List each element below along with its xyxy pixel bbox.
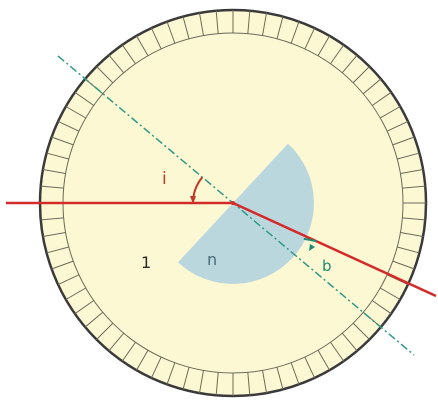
normal-line — [57, 55, 415, 356]
scale-tick — [182, 367, 190, 390]
scale-tick — [198, 12, 204, 36]
scale-tick — [371, 300, 392, 315]
scale-tick — [65, 287, 87, 300]
scale-tick — [400, 232, 424, 238]
outside-index-label: 1 — [141, 253, 151, 272]
scale-tick — [317, 35, 330, 57]
scale-tick — [46, 152, 69, 160]
scale-tick — [304, 356, 316, 379]
scale-tick — [371, 91, 392, 106]
scale-tick — [96, 66, 114, 84]
scale-tick — [330, 341, 345, 362]
scale-tick — [386, 120, 409, 132]
scale-tick — [379, 287, 401, 300]
scale-tick — [304, 27, 316, 50]
refracted-ray — [232, 201, 437, 298]
refraction-angle-arc — [303, 237, 317, 243]
scale-tick — [96, 322, 114, 340]
scale-tick — [84, 311, 104, 328]
incidence-angle-label: i — [162, 169, 167, 189]
scale-tick — [65, 106, 87, 119]
scale-tick — [352, 66, 370, 84]
scale-tick — [42, 168, 66, 174]
scale-tick — [40, 217, 64, 221]
scale-tick — [400, 168, 424, 174]
scale-tick — [121, 44, 136, 65]
incidence-arrow-icon — [190, 196, 196, 204]
scale-tick — [392, 136, 415, 146]
scale-tick — [57, 274, 80, 286]
lens-index-label: n — [207, 250, 217, 269]
scale-tick — [51, 260, 74, 270]
scale-tick — [290, 21, 300, 44]
refraction-angle-label: b — [322, 257, 332, 275]
scale-tick — [397, 152, 420, 160]
scale-tick — [247, 372, 251, 396]
scale-tick — [290, 362, 300, 385]
scale-tick — [392, 260, 415, 270]
scale-tick — [262, 12, 268, 36]
scale-tick — [276, 16, 284, 39]
scale-tick — [352, 322, 370, 340]
scale-tick — [341, 54, 358, 74]
scale-tick — [215, 10, 219, 34]
scale-tick — [57, 120, 80, 132]
scale-tick — [166, 362, 176, 385]
scale-tick — [341, 332, 358, 352]
scale-tick — [330, 44, 345, 65]
scale-tick — [150, 27, 162, 50]
scale-tick — [182, 16, 190, 39]
scale-tick — [262, 370, 268, 394]
scale-tick — [402, 185, 426, 189]
center-point — [231, 201, 235, 205]
scale-tick — [121, 341, 136, 362]
scale-tick — [379, 106, 401, 119]
scale-tick — [276, 367, 284, 390]
scale-tick — [136, 349, 149, 371]
scale-tick — [74, 91, 95, 106]
scale-tick — [166, 21, 176, 44]
scale-tick — [317, 349, 330, 371]
refraction-arrow-icon — [309, 244, 315, 251]
scale-tick — [46, 246, 69, 254]
scale-tick — [74, 300, 95, 315]
scale-tick — [40, 185, 64, 189]
scale-tick — [108, 332, 125, 352]
scale-tick — [362, 78, 382, 95]
scale-tick — [402, 217, 426, 221]
scale-tick — [136, 35, 149, 57]
scale-tick — [215, 372, 219, 396]
scale-tick — [108, 54, 125, 74]
scale-tick — [51, 136, 74, 146]
scale-tick — [247, 10, 251, 34]
scale-tick — [397, 246, 420, 254]
scale-tick — [42, 232, 66, 238]
scale-tick — [150, 356, 162, 379]
scale-tick — [198, 370, 204, 394]
